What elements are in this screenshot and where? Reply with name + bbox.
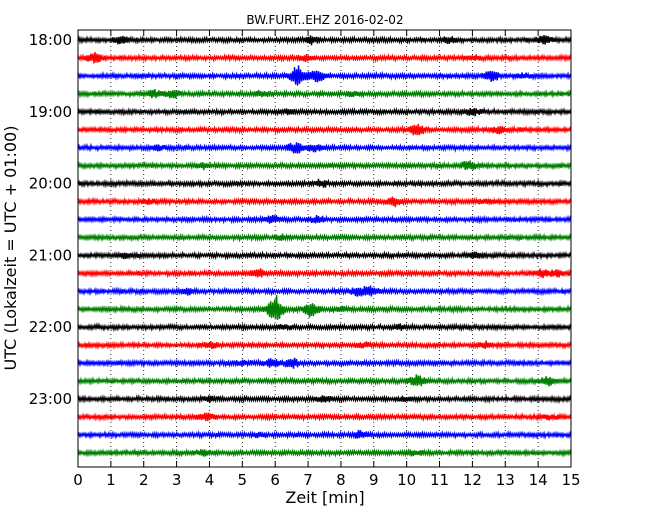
- x-tick-label-4: 4: [205, 471, 215, 489]
- x-tick-label-3: 3: [172, 471, 182, 489]
- seismic-trace-2200: [77, 322, 572, 333]
- y-tick-label-2000: 20:00: [29, 175, 72, 193]
- x-tick-label-7: 7: [303, 471, 313, 489]
- seismic-trace-1930: [77, 142, 572, 154]
- seismic-trace-2115: [77, 268, 572, 279]
- y-tick-label-2100: 21:00: [29, 246, 72, 264]
- x-tick-label-13: 13: [496, 471, 515, 489]
- seismic-trace-2045: [77, 232, 572, 243]
- seismic-trace-2130: [77, 285, 572, 297]
- seismic-trace-2245: [77, 374, 572, 387]
- x-tick-label-15: 15: [561, 471, 580, 489]
- seismic-trace-2330: [77, 429, 572, 440]
- seismic-trace-1845: [77, 88, 572, 100]
- x-tick-label-14: 14: [529, 471, 548, 489]
- x-tick-label-1: 1: [106, 471, 116, 489]
- seismic-trace-1830: [77, 65, 572, 86]
- x-tick-label-9: 9: [369, 471, 379, 489]
- seismic-trace-2300: [77, 393, 572, 405]
- seismic-trace-2100: [77, 250, 572, 261]
- y-tick-label-1800: 18:00: [29, 31, 72, 49]
- x-tick-label-0: 0: [73, 471, 83, 489]
- x-tick-label-6: 6: [270, 471, 280, 489]
- seismic-trace-2015: [77, 196, 572, 208]
- seismic-trace-1800: [77, 34, 572, 46]
- x-tick-label-5: 5: [238, 471, 248, 489]
- chart-title: BW.FURT..EHZ 2016-02-02: [246, 13, 403, 27]
- y-axis-label: UTC (Lokalzeit = UTC + 01:00): [1, 126, 20, 371]
- plot-frame: [77, 29, 572, 468]
- x-tick-label-12: 12: [463, 471, 482, 489]
- seismic-trace-2000: [77, 178, 572, 189]
- x-axis-label: Zeit [min]: [285, 488, 364, 507]
- seismic-trace-1945: [77, 160, 572, 171]
- x-axis-ticks: 0 1 2 3 4 5 6 7 8 9 10 11 12 13 14 15: [73, 30, 581, 489]
- seismic-trace-2030: [77, 214, 572, 225]
- x-tick-label-2: 2: [139, 471, 149, 489]
- seismic-trace-2145: [77, 295, 572, 320]
- vertical-gridlines: [110, 30, 539, 467]
- y-axis-ticks: 18:00 19:00 20:00 21:00 22:00 23:00: [29, 31, 571, 408]
- x-tick-label-10: 10: [397, 471, 416, 489]
- x-tick-label-8: 8: [336, 471, 346, 489]
- y-tick-label-2200: 22:00: [29, 318, 72, 336]
- y-tick-label-1900: 19:00: [29, 103, 72, 121]
- seismic-trace-2345: [77, 447, 572, 458]
- seismic-trace-2315: [77, 411, 572, 423]
- seismic-traces: [77, 34, 572, 458]
- seismic-trace-1915: [77, 123, 572, 136]
- seismic-trace-1815: [77, 51, 572, 64]
- y-tick-label-2300: 23:00: [29, 390, 72, 408]
- seismic-trace-2215: [77, 340, 572, 351]
- seismic-trace-2230: [77, 357, 572, 369]
- x-tick-label-11: 11: [430, 471, 449, 489]
- seismic-trace-1900: [77, 106, 572, 117]
